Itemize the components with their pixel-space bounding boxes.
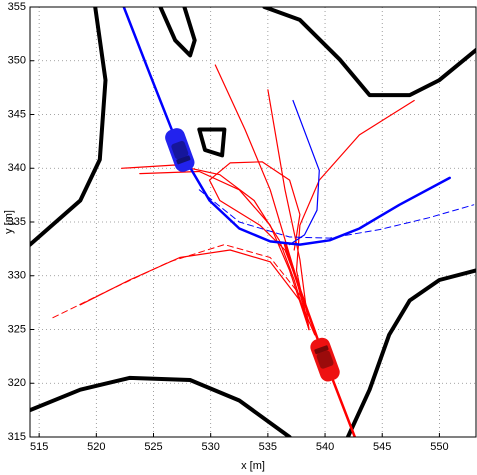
trajectory-line <box>267 89 310 331</box>
x-tick-label: 525 <box>144 441 162 453</box>
vehicle <box>165 128 195 172</box>
vehicle-roof <box>171 140 189 160</box>
y-tick-label: 340 <box>8 162 26 174</box>
y-axis-label: y [m] <box>3 210 15 234</box>
trajectory-line <box>262 7 476 98</box>
trajectory-line <box>289 99 320 246</box>
y-tick-label: 355 <box>8 1 26 13</box>
trajectory-line <box>158 7 197 58</box>
x-tick-label: 550 <box>430 441 448 453</box>
trajectory-line <box>283 243 357 437</box>
x-tick-label: 540 <box>316 441 334 453</box>
vehicle-windshield <box>314 345 329 355</box>
trajectory-line <box>120 164 310 331</box>
plot-area <box>30 7 476 437</box>
vehicle-roof <box>316 350 334 369</box>
trajectory-line <box>122 7 451 246</box>
trajectory-line <box>139 170 310 331</box>
x-tick-label: 545 <box>373 441 391 453</box>
ticks: 515 520 525 530 535 540 545 550 315 320 325 330 335 3… <box>8 1 449 453</box>
trajectory-line <box>208 161 306 302</box>
y-tick-label: 320 <box>8 377 26 389</box>
trajectory-line <box>345 268 476 437</box>
trajectory-line <box>30 7 108 247</box>
x-tick-label: 535 <box>259 441 277 453</box>
x-tick-label: 515 <box>30 441 48 453</box>
y-tick-label: 315 <box>8 431 26 443</box>
x-tick-label: 530 <box>202 441 220 453</box>
trajectory-line <box>198 189 475 239</box>
y-tick-label: 345 <box>8 108 26 120</box>
trajectory-line <box>295 99 415 331</box>
trajectory-line <box>79 249 316 336</box>
y-tick-label: 325 <box>8 323 26 335</box>
y-tick-label: 335 <box>8 216 26 228</box>
x-tick-label: 520 <box>87 441 105 453</box>
vehicle-windshield <box>176 155 191 165</box>
trajectory-line <box>52 244 305 319</box>
trajectory-line <box>197 127 227 158</box>
y-tick-label: 330 <box>8 270 26 282</box>
trajectory-line <box>30 375 292 437</box>
x-axis-label: x [m] <box>241 460 265 472</box>
y-tick-label: 350 <box>8 55 26 67</box>
vehicle <box>310 337 340 382</box>
